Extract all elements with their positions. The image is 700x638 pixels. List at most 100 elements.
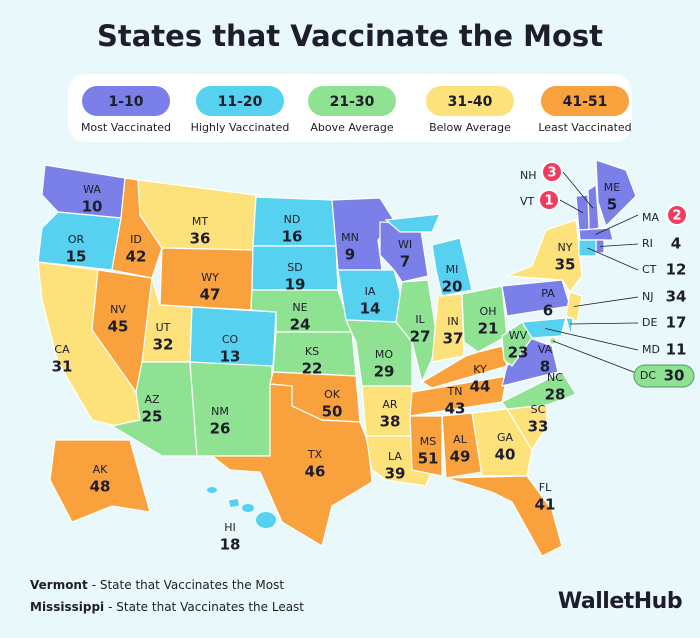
legend-pill [196, 86, 284, 116]
leader-line [562, 171, 594, 209]
state-rank: 26 [210, 420, 231, 438]
state-rank: 18 [220, 536, 241, 554]
state-abbr: AR [382, 398, 398, 411]
state-rank: 2 [672, 209, 681, 224]
state-shape [49, 439, 151, 523]
state-abbr: MD [642, 343, 660, 356]
state-abbr: DE [642, 316, 657, 329]
state-abbr: VA [538, 343, 553, 356]
state-shape [189, 361, 273, 457]
state-shape [461, 285, 508, 353]
state-abbr: SD [287, 261, 302, 274]
state-shape [409, 415, 443, 477]
state-abbr: HI [224, 521, 236, 534]
state-rank: 39 [385, 465, 406, 483]
state-rank: 24 [290, 316, 311, 334]
state-abbr: NJ [642, 290, 653, 303]
state-rank: 37 [443, 330, 464, 348]
state-rank: 47 [200, 286, 221, 304]
state-shape [431, 237, 473, 297]
brand-logo: WalletHub [558, 589, 682, 614]
legend-range: 1-10 [108, 94, 143, 110]
legend-label: Least Vaccinated [538, 121, 631, 134]
leader-line [587, 247, 639, 271]
state-rank: 6 [543, 302, 553, 320]
note: Mississippi - State that Vaccinates the L… [30, 600, 304, 614]
state-rank: 13 [220, 348, 241, 366]
state-abbr: IA [365, 285, 376, 298]
state-abbr: GA [497, 431, 514, 444]
state-shape [565, 291, 583, 323]
rank-badge [541, 161, 563, 183]
state-rank: 14 [360, 300, 381, 318]
state-rank: 49 [450, 448, 471, 466]
leader-line [552, 340, 645, 377]
state-rank: 34 [666, 288, 687, 306]
state-abbr: OK [324, 388, 341, 401]
state-shape [501, 371, 577, 410]
state-rank: 3 [547, 166, 556, 181]
state-rank: 44 [470, 378, 491, 396]
legend-range: 21-30 [330, 94, 375, 110]
state-shape [384, 213, 441, 233]
state-shape [210, 383, 373, 547]
state-abbr: MI [446, 263, 459, 276]
state-rank: 29 [374, 363, 395, 381]
state-abbr: VT [520, 195, 535, 208]
state-rank: 23 [508, 344, 529, 362]
legend-pill [308, 86, 396, 116]
legend-label: Below Average [429, 121, 511, 134]
state-abbr: LA [388, 450, 402, 463]
map [37, 159, 637, 557]
state-rank: 48 [90, 478, 111, 496]
state-rank: 8 [540, 358, 550, 376]
state-rank: 21 [478, 320, 499, 338]
state-shape [431, 293, 465, 363]
state-rank: 43 [445, 400, 466, 418]
title: States that Vaccinate the Most [97, 19, 603, 53]
state-rank: 16 [282, 228, 303, 246]
state-rank: 5 [607, 196, 617, 214]
state-abbr: CT [642, 263, 657, 276]
leader-line [569, 322, 639, 325]
state-rank: 41 [535, 496, 556, 514]
state-shape [501, 321, 533, 367]
note-text: - State that Vaccinates the Most [92, 578, 285, 592]
state-shape [420, 345, 508, 389]
state-abbr: NC [547, 371, 563, 384]
island-shape [207, 487, 217, 493]
legend-range: 31-40 [448, 94, 493, 110]
leader-line [545, 328, 639, 351]
state-rank: 35 [555, 256, 576, 274]
note-name: Vermont [30, 578, 88, 592]
state-abbr: NY [558, 241, 573, 254]
state-abbr: ME [604, 181, 620, 194]
state-abbr: IN [447, 315, 458, 328]
state-rank: 12 [666, 261, 687, 279]
state-rank: 50 [322, 403, 343, 421]
state-shape [227, 497, 241, 509]
state-abbr: TX [307, 448, 323, 461]
state-abbr: MS [420, 435, 436, 448]
legend: 1-10 Most Vaccinated 11-20 Highly Vaccinate… [81, 86, 632, 134]
state-rank: 33 [528, 418, 549, 436]
state-rank: 45 [108, 318, 129, 336]
state-shape [565, 317, 574, 337]
state-rank: 4 [671, 235, 681, 253]
state-abbr: NH [520, 169, 537, 182]
legend-range: 11-20 [218, 94, 263, 110]
state-rank: 32 [153, 336, 174, 354]
state-rank: 40 [495, 446, 516, 464]
legend-label: Above Average [310, 121, 393, 134]
state-abbr: MN [341, 231, 359, 244]
state-abbr: MT [192, 215, 208, 228]
state-abbr: MO [375, 348, 393, 361]
state-rank: 27 [410, 328, 431, 346]
legend-range: 41-51 [563, 94, 608, 110]
state-abbr: WA [83, 183, 101, 196]
state-abbr: KY [473, 363, 487, 376]
legend-pill [426, 86, 514, 116]
state-abbr: ID [130, 233, 142, 246]
